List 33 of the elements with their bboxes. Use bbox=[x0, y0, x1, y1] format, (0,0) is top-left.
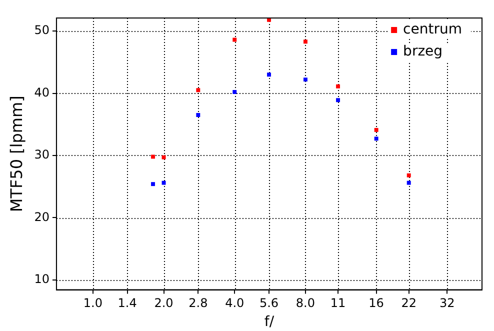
point bbox=[336, 98, 340, 102]
y-tick-label: 20 bbox=[34, 210, 50, 224]
x-tick-label: 8.0 bbox=[296, 296, 316, 310]
x-tick-label: 16 bbox=[368, 296, 384, 310]
x-tick-label: 11 bbox=[330, 296, 346, 310]
point bbox=[406, 173, 411, 178]
point bbox=[267, 18, 271, 22]
point bbox=[232, 90, 237, 94]
y-tick-label: 50 bbox=[34, 23, 50, 38]
x-tick-label: 2.0 bbox=[154, 296, 174, 310]
point bbox=[196, 113, 200, 118]
y-tick-label: 30 bbox=[34, 148, 50, 162]
x-tick-label: 22 bbox=[401, 296, 416, 310]
y-tick-label: 40 bbox=[34, 85, 50, 100]
x-tick-label: 5.6 bbox=[259, 296, 279, 310]
x-tick-label: 32 bbox=[440, 296, 455, 310]
y-tick-label: 10 bbox=[34, 272, 50, 286]
point bbox=[267, 72, 271, 77]
point bbox=[336, 84, 340, 88]
x-tick-label: 2.8 bbox=[188, 296, 208, 310]
point bbox=[162, 155, 166, 160]
point bbox=[303, 78, 308, 82]
x-tick-label: 4.0 bbox=[225, 296, 244, 310]
y-axis-title: MTF50 [lpmm] bbox=[6, 96, 26, 212]
x-axis-title: f/ bbox=[264, 314, 274, 330]
point bbox=[303, 40, 308, 44]
point bbox=[406, 180, 411, 185]
point bbox=[196, 88, 200, 92]
legend-label: centrum bbox=[403, 22, 462, 38]
x-tick-label: 1.4 bbox=[118, 296, 137, 310]
legend-label: brzeg bbox=[403, 44, 443, 60]
x-tick-label: 1.0 bbox=[83, 296, 102, 310]
point bbox=[162, 180, 166, 185]
